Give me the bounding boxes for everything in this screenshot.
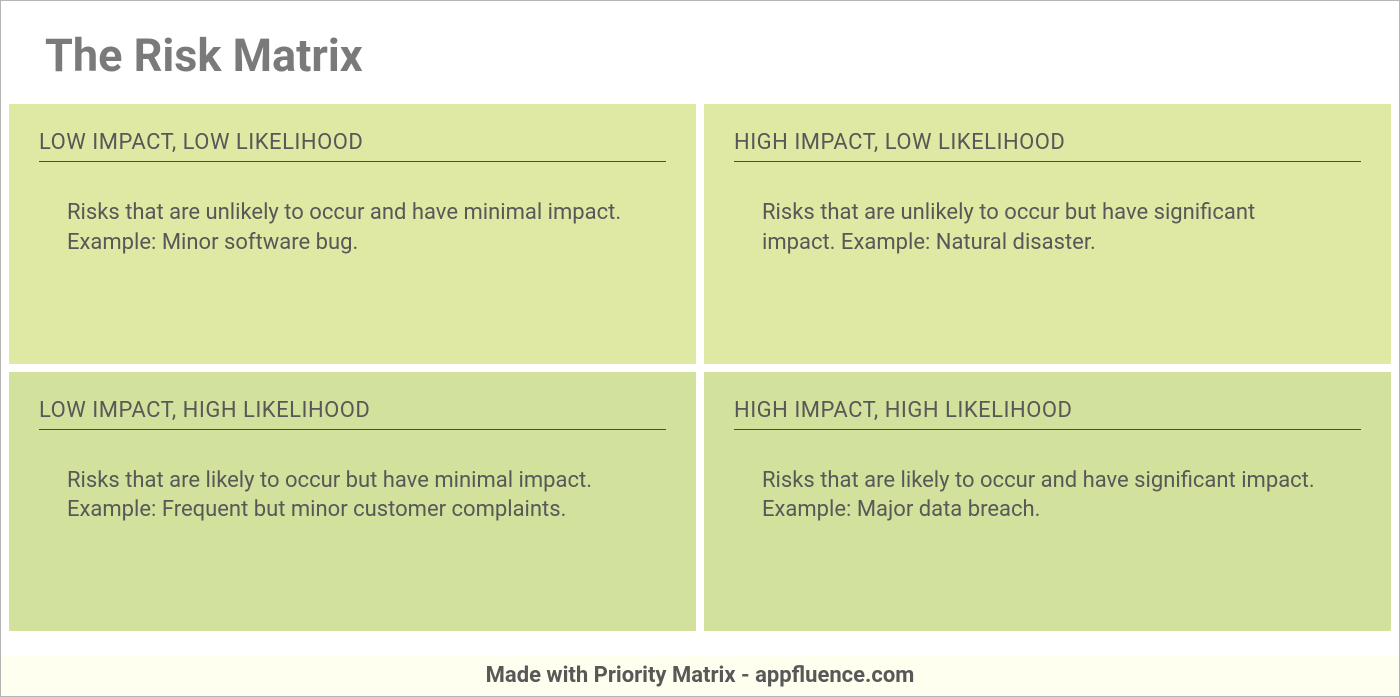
- quadrant-heading: LOW IMPACT, HIGH LIKELIHOOD: [39, 398, 666, 430]
- page-title: The Risk Matrix: [1, 1, 1399, 104]
- quadrant-heading: LOW IMPACT, LOW LIKELIHOOD: [39, 130, 666, 162]
- quadrant-description: Risks that are unlikely to occur but hav…: [734, 198, 1361, 257]
- quadrant-low-impact-high-likelihood: LOW IMPACT, HIGH LIKELIHOOD Risks that a…: [9, 372, 696, 632]
- quadrant-description: Risks that are unlikely to occur and hav…: [39, 198, 666, 257]
- quadrant-high-impact-high-likelihood: HIGH IMPACT, HIGH LIKELIHOOD Risks that …: [704, 372, 1391, 632]
- quadrant-high-impact-low-likelihood: HIGH IMPACT, LOW LIKELIHOOD Risks that a…: [704, 104, 1391, 364]
- quadrant-heading: HIGH IMPACT, HIGH LIKELIHOOD: [734, 398, 1361, 430]
- risk-matrix-grid: LOW IMPACT, LOW LIKELIHOOD Risks that ar…: [1, 104, 1399, 639]
- quadrant-heading: HIGH IMPACT, LOW LIKELIHOOD: [734, 130, 1361, 162]
- quadrant-description: Risks that are likely to occur and have …: [734, 466, 1361, 525]
- footer-attribution: Made with Priority Matrix - appfluence.c…: [1, 655, 1399, 696]
- quadrant-description: Risks that are likely to occur but have …: [39, 466, 666, 525]
- quadrant-low-impact-low-likelihood: LOW IMPACT, LOW LIKELIHOOD Risks that ar…: [9, 104, 696, 364]
